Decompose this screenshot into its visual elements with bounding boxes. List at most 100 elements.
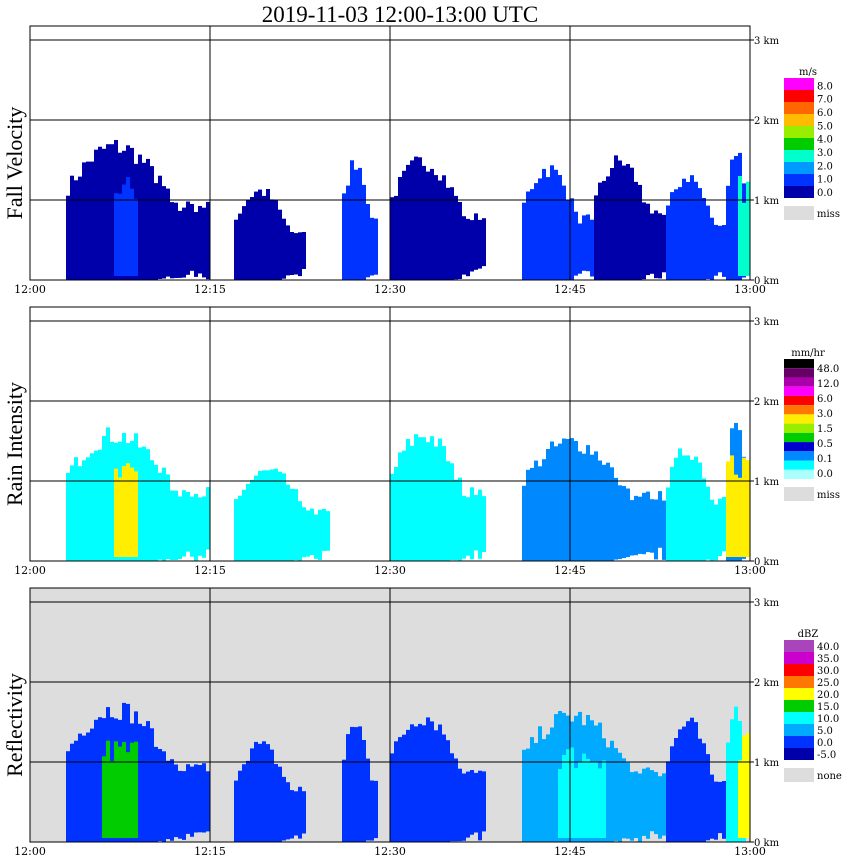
echo-cell xyxy=(706,486,710,560)
echo-cell xyxy=(462,773,466,841)
echo-period xyxy=(666,448,726,561)
echo-cell xyxy=(614,155,618,280)
echo-cell xyxy=(102,148,106,280)
echo-cell xyxy=(706,754,710,841)
echo-cell xyxy=(310,508,314,555)
echo-cell xyxy=(454,758,458,842)
legend-label: 30.0 xyxy=(817,666,839,677)
y-axis-title: Fall Velocity xyxy=(2,107,27,220)
legend-swatch xyxy=(784,460,814,470)
legend-swatch xyxy=(784,676,814,688)
legend-swatch xyxy=(784,652,814,664)
echo-cell xyxy=(646,491,650,553)
echo-cell xyxy=(534,183,538,280)
legend-swatch xyxy=(784,405,814,415)
echo-cell xyxy=(346,185,350,280)
echo-cell xyxy=(594,195,598,280)
echo-cell xyxy=(718,498,722,556)
y-tick-label: 2 km xyxy=(754,678,780,689)
legend-swatch xyxy=(784,368,814,378)
legend-label: 5.0 xyxy=(817,726,833,737)
echo-cell xyxy=(74,180,78,280)
echo-cell xyxy=(414,156,418,280)
echo-cell xyxy=(206,201,210,280)
echo-period xyxy=(666,175,726,280)
legend-swatch xyxy=(784,442,814,452)
echo-core-cell xyxy=(130,188,134,276)
echo-cell xyxy=(670,192,674,280)
echo-cell xyxy=(694,456,698,561)
echo-cell xyxy=(674,189,678,280)
echo-cell xyxy=(418,723,422,842)
legend-label: 25.0 xyxy=(817,678,839,689)
echo-core-cell xyxy=(746,181,750,276)
echo-cell xyxy=(142,162,146,280)
echo-cell xyxy=(626,164,630,280)
echo-cell xyxy=(554,446,558,561)
echo-cell xyxy=(202,763,206,833)
echo-cell xyxy=(598,182,602,280)
legend-missing-label: none xyxy=(817,771,842,782)
echo-cell xyxy=(174,764,178,838)
echo-cell xyxy=(474,213,478,270)
echo-core-cell xyxy=(122,742,126,838)
echo-cell xyxy=(466,218,470,277)
echo-cell xyxy=(70,175,74,280)
echo-cell xyxy=(234,499,238,561)
echo-cell xyxy=(254,475,258,561)
echo-cell xyxy=(718,225,722,273)
echo-cell xyxy=(578,223,582,274)
legend-swatch xyxy=(784,150,814,162)
legend-label: 8.0 xyxy=(817,81,833,92)
echo-cell xyxy=(246,760,250,842)
echo-cell xyxy=(170,490,174,560)
echo-cell xyxy=(694,722,698,842)
echo-cell xyxy=(446,461,450,561)
echo-cell xyxy=(606,176,610,280)
echo-cell xyxy=(370,780,374,841)
echo-core-cell xyxy=(590,761,594,838)
echo-cell xyxy=(166,188,170,277)
echo-cell xyxy=(394,467,398,561)
echo-cell xyxy=(182,490,186,557)
echo-cell xyxy=(522,202,526,280)
echo-cell xyxy=(278,209,282,280)
echo-cell xyxy=(86,161,90,280)
echo-core-cell xyxy=(586,758,590,838)
echo-core-cell xyxy=(574,768,578,838)
echo-cell xyxy=(570,438,574,561)
echo-cell xyxy=(186,492,190,552)
echo-cell xyxy=(78,176,82,280)
echo-cell xyxy=(690,459,694,561)
echo-cell xyxy=(698,462,702,561)
legend-label: 3.0 xyxy=(817,148,833,159)
echo-cell xyxy=(390,753,394,842)
echo-cell xyxy=(586,214,590,272)
echo-cell xyxy=(578,451,582,561)
echo-cell xyxy=(582,453,586,561)
echo-cell xyxy=(574,211,578,276)
echo-cell xyxy=(566,200,570,280)
legend-label: 0.5 xyxy=(817,439,833,450)
echo-cell xyxy=(458,202,462,279)
echo-cell xyxy=(282,218,286,279)
echo-cell xyxy=(110,144,114,280)
echo-cell xyxy=(154,746,158,842)
echo-cell xyxy=(622,165,626,280)
echo-cell xyxy=(66,195,70,280)
echo-cell xyxy=(666,761,670,842)
echo-cell xyxy=(70,743,74,842)
echo-cell xyxy=(142,726,146,842)
legend-swatch xyxy=(784,90,814,102)
echo-cell xyxy=(94,450,98,561)
echo-cell xyxy=(550,441,554,561)
echo-cell xyxy=(634,495,638,556)
echo-cell xyxy=(166,474,170,560)
echo-cell xyxy=(718,781,722,834)
echo-cell xyxy=(618,160,622,280)
legend-label: 1.0 xyxy=(817,175,833,186)
legend-swatch xyxy=(784,174,814,186)
echo-period xyxy=(594,155,666,280)
echo-cell xyxy=(482,218,486,267)
echo-cell xyxy=(406,729,410,842)
